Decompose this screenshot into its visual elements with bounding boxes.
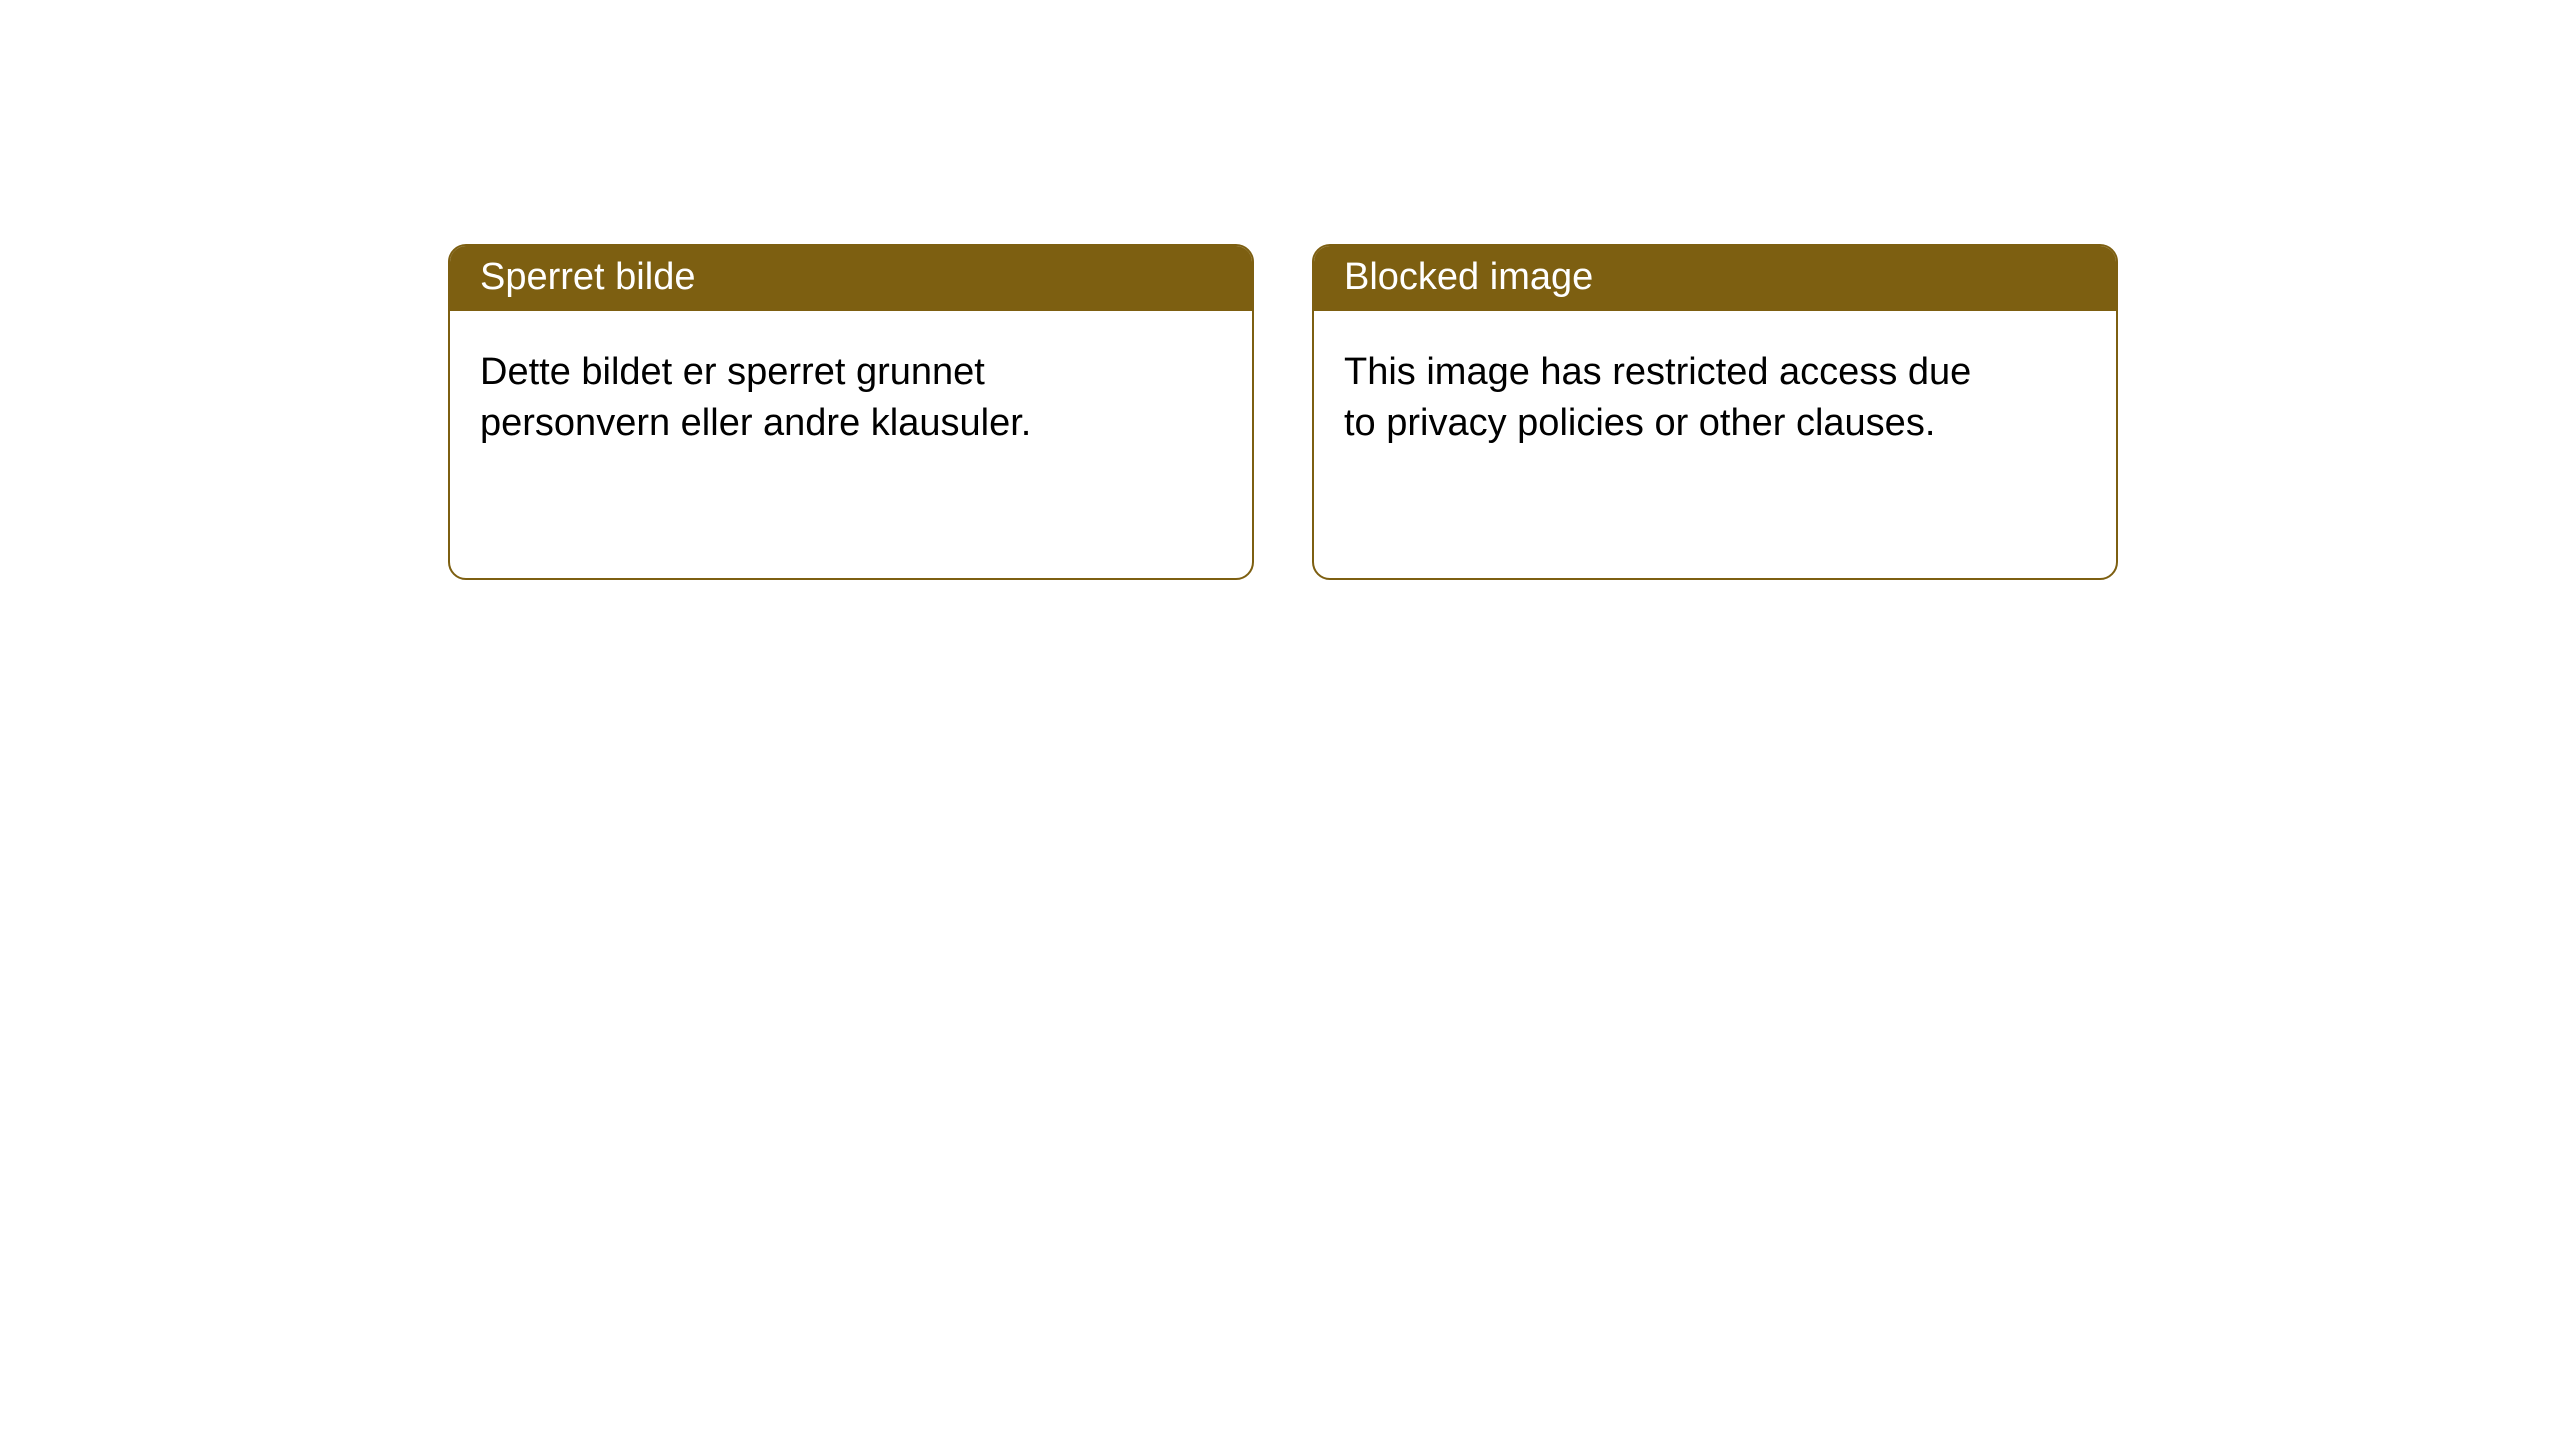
notice-header-en: Blocked image: [1314, 246, 2116, 311]
notice-card-no: Sperret bilde Dette bildet er sperret gr…: [448, 244, 1254, 580]
notice-body-no: Dette bildet er sperret grunnet personve…: [450, 311, 1142, 486]
notice-card-en: Blocked image This image has restricted …: [1312, 244, 2118, 580]
notice-body-en: This image has restricted access due to …: [1314, 311, 2006, 486]
notice-header-no: Sperret bilde: [450, 246, 1252, 311]
notice-container: Sperret bilde Dette bildet er sperret gr…: [0, 0, 2560, 580]
